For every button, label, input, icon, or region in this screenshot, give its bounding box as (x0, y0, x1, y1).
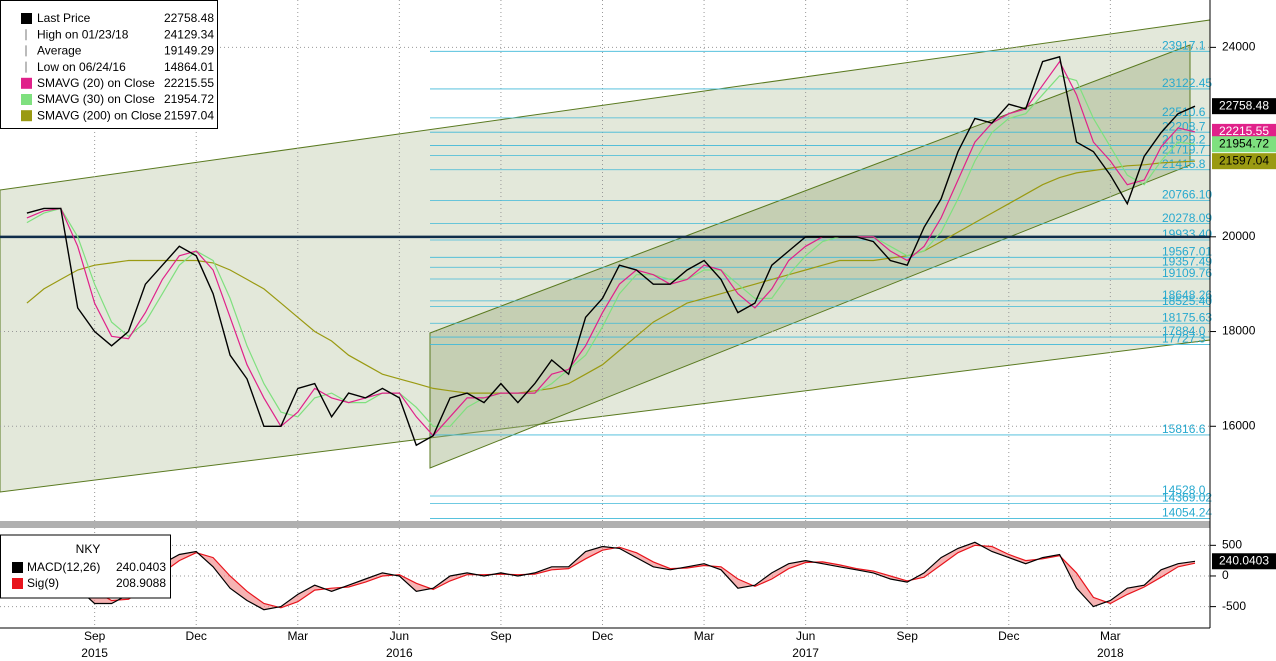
x-tick-label: Mar (1100, 629, 1121, 643)
plot: 23917.1 23122.45 22510.622208.721929.22171… (0, 0, 1212, 628)
value-tag (1212, 98, 1276, 115)
level-label: 14054.24 (1162, 506, 1212, 520)
y-tick-label: 0 (1222, 568, 1229, 582)
level-label: 18648.26 (1162, 288, 1212, 302)
series-line (26, 55, 1196, 447)
x-tick-label: Dec (592, 629, 613, 643)
y-tick-label: 500 (1222, 537, 1242, 551)
x-tick-label: Dec (186, 629, 207, 643)
legend-label: Last Price (37, 11, 91, 25)
legend-value: 240.0403 (116, 560, 166, 574)
legend-label: SMAVG (200) on Close (37, 108, 162, 122)
year-label: 2015 (81, 646, 108, 660)
legend-label: Low on 06/24/16 (37, 60, 126, 74)
series-line (26, 60, 1196, 437)
x-tick-label: Jun (390, 629, 409, 643)
legend-value: 19149.29 (164, 44, 214, 58)
legend-label: Average (37, 44, 82, 58)
level-label: 14528.0 (1162, 483, 1206, 497)
legend-value: 14864.01 (164, 60, 214, 74)
level-label: 19109.76 (1162, 266, 1212, 280)
year-label: 2016 (386, 646, 413, 660)
level-label: 15816.6 (1162, 422, 1206, 436)
level-label: 19933.40 (1162, 227, 1212, 241)
legend-value: 22215.55 (164, 76, 214, 90)
x-tick-label: Sep (897, 629, 919, 643)
x-tick-label: Sep (490, 629, 512, 643)
level-label: 18175.63 (1162, 310, 1212, 324)
value-tag (1212, 153, 1276, 170)
level-label: 17884.0 (1162, 324, 1206, 338)
value-tag (1212, 123, 1276, 140)
year-label: 2018 (1097, 646, 1124, 660)
legend-swatch (12, 562, 23, 573)
value-tag (1212, 136, 1276, 153)
legend-value: 21597.04 (164, 108, 214, 122)
value-tag-label: 240.0403 (1219, 553, 1269, 567)
legend-value: 24129.34 (164, 27, 214, 41)
legend-label: High on 01/23/18 (37, 27, 129, 41)
legend-value: 208.9088 (116, 576, 166, 590)
legend-label: Sig(9) (27, 576, 59, 590)
legend-value: 21954.72 (164, 92, 214, 106)
level-label: 14369.02 (1162, 491, 1212, 505)
legend-swatch (21, 77, 32, 89)
legend-label: MACD(12,26) (27, 560, 100, 574)
value-tag (1212, 553, 1276, 570)
series-line (26, 160, 1196, 394)
channels (0, 19, 1211, 493)
macd-title: NKY (76, 542, 101, 556)
panel-divider (0, 521, 1210, 528)
y-tick-label: -500 (1222, 599, 1246, 613)
y-tick-label: 18000 (1222, 324, 1256, 338)
x-tick-label: Mar (287, 629, 308, 643)
y-tick-label: 24000 (1222, 40, 1256, 54)
x-tick-label: Dec (998, 629, 1019, 643)
series-line (26, 541, 1196, 611)
value-tag-label: 22758.48 (1219, 98, 1269, 112)
legend-swatch (21, 13, 32, 24)
level-label: 20766.10 (1162, 188, 1212, 202)
level-label: 19567.01 (1162, 244, 1212, 258)
value-tag-label: 21954.72 (1219, 136, 1269, 150)
level-label: 19357.49 (1162, 254, 1212, 268)
legend-value: 22758.48 (164, 11, 214, 25)
series-line (26, 544, 1196, 609)
level-label: 21929.2 (1162, 133, 1206, 147)
y-tick-label: 20000 (1222, 229, 1256, 243)
legend-swatch (21, 110, 32, 122)
level-label: 21415.8 (1162, 157, 1206, 171)
level-label: 18525.40 (1162, 294, 1212, 308)
level-label: 22510.6 (1162, 105, 1206, 119)
value-tag-label: 22215.55 (1219, 124, 1269, 138)
x-tick-label: Jun (796, 629, 815, 643)
level-label: 20278.09 (1162, 211, 1212, 225)
legend-swatch (21, 94, 32, 105)
x-tick-label: Sep (84, 629, 106, 643)
legend-label: SMAVG (20) on Close (37, 76, 155, 90)
level-label: 17727.3 (1162, 332, 1206, 346)
macd-legend-box (0, 534, 171, 599)
legend-label: SMAVG (30) on Close (37, 92, 155, 106)
year-label: 2017 (792, 646, 819, 660)
value-tag-label: 21597.04 (1219, 153, 1269, 167)
level-label: 23917.1 (1162, 38, 1206, 52)
level-label: 21719.7 (1162, 143, 1206, 157)
x-tick-label: Mar (694, 629, 715, 643)
y-tick-label: 16000 (1222, 418, 1256, 432)
level-label: 23122.45 (1162, 76, 1212, 90)
legend-swatch (12, 578, 23, 589)
legend-box (0, 0, 218, 129)
series-line (26, 75, 1196, 427)
level-label: 22208.7 (1162, 119, 1206, 133)
